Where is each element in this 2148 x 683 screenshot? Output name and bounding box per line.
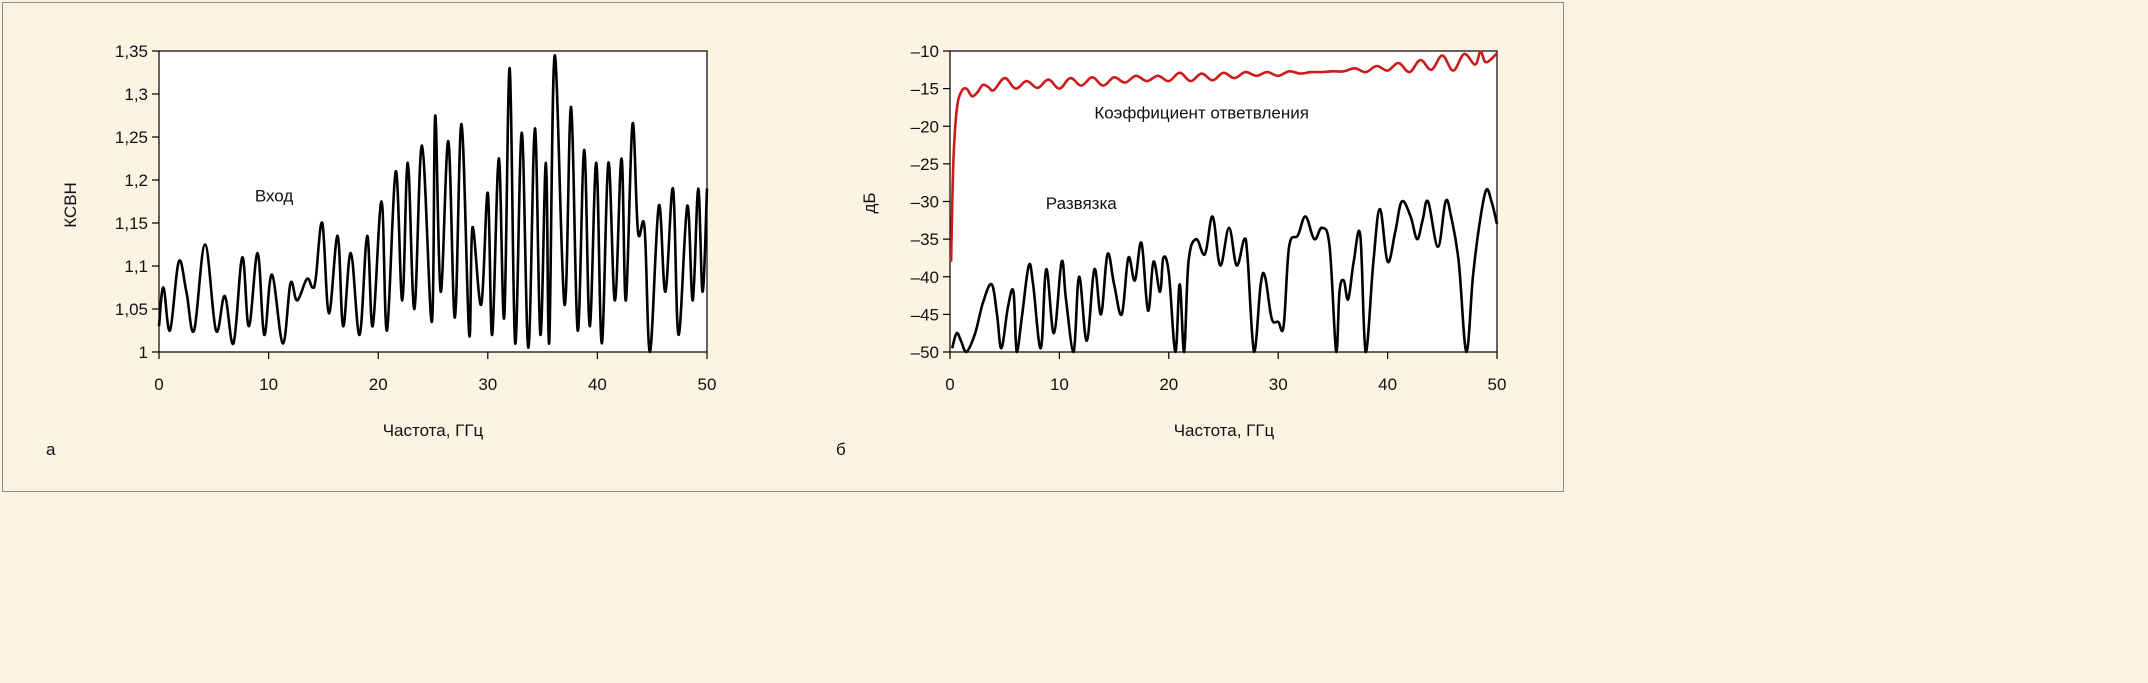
panel-a-label: а <box>46 440 56 459</box>
panel-b-annotation: Развязка <box>1046 194 1117 213</box>
panel-a-y-tick-label: 1,15 <box>115 214 148 233</box>
panel-b-x-tick-label: 40 <box>1378 375 1397 394</box>
panel-b-y-tick-label: –45 <box>911 305 939 324</box>
panel-b-y-axis-label: дБ <box>860 192 879 213</box>
panel-b-x-axis-label: Частота, ГГц <box>1174 421 1275 440</box>
panel-b-plot-area <box>949 50 1498 353</box>
panel-b-x-tick-label: 0 <box>945 375 954 394</box>
panel-a-y-tick-label: 1,2 <box>124 171 148 190</box>
panel-a-x-axis-label: Частота, ГГц <box>383 421 484 440</box>
panel-b-annotation: Коэффициент ответвления <box>1094 104 1309 123</box>
panel-b-y-tick-label: –20 <box>911 117 939 136</box>
panel-a-y-tick-label: 1 <box>139 343 148 362</box>
panel-b-y-tick-label: –15 <box>911 80 939 99</box>
panel-a-x-tick-label: 40 <box>588 375 607 394</box>
panel-b-label: б <box>836 440 846 459</box>
panel-b-annotations: Коэффициент ответвления Развязка <box>1046 104 1309 213</box>
figure-canvas: 1 1,05 1,1 1,15 1,2 1,25 1,3 1,35 0 10 20 30 40 50 В… <box>46 42 1506 459</box>
panel-b-x-tick-label: 20 <box>1159 375 1178 394</box>
panel-b-y-tick-label: –30 <box>911 193 939 212</box>
panel-a-x-tick-label: 30 <box>478 375 497 394</box>
panel-a-x-tick-label: 50 <box>698 375 717 394</box>
panel-a-y-tick-label: 1,25 <box>115 128 148 147</box>
panel-a-x-tick-label: 20 <box>369 375 388 394</box>
panel-b-x-tick-label: 50 <box>1488 375 1507 394</box>
panel-a-x-tick-label: 0 <box>154 375 163 394</box>
panel-b-series-line-1 <box>950 187 1499 354</box>
panel-b-y-axis: –50 –45 –40 –35 –30 –25 –20 –15 –10 <box>911 42 950 362</box>
panel-b-series-line-0 <box>949 50 1498 262</box>
panel-a-y-axis-label: КСВН <box>61 182 80 228</box>
panel-a-series-line-0 <box>157 53 709 354</box>
panel-a-chart: 1 1,05 1,1 1,15 1,2 1,25 1,3 1,35 0 10 20 30 40 50 В… <box>46 42 716 459</box>
panel-a-x-tick-label: 10 <box>259 375 278 394</box>
panel-b-chart: –50–45–40–35–30–25–20–15–10 0 10 20 30 40 50 … <box>836 42 1506 459</box>
panel-a-y-tick-label: 1,35 <box>115 42 148 61</box>
panel-b-series <box>949 50 1499 354</box>
panel-a-y-tick-label: 1,3 <box>124 85 148 104</box>
figure-frame <box>2 2 1564 492</box>
panel-a-y-axis: 1 1,05 1,1 1,15 1,2 1,25 1,3 1,35 <box>115 42 159 362</box>
panel-b-y-tick-label: –50 <box>911 343 939 362</box>
panel-a-y-tick-label: 1,1 <box>124 257 148 276</box>
panel-b-x-tick-label: 30 <box>1269 375 1288 394</box>
panel-b-y-tick-label: –35 <box>911 230 939 249</box>
panel-b-y-tick-label: –25 <box>911 155 939 174</box>
panel-b-x-tick-label: 10 <box>1050 375 1069 394</box>
panel-a-y-tick-label: 1,05 <box>115 300 148 319</box>
panel-b-y-tick-label: –10 <box>911 42 939 61</box>
panel-b-y-tick-label: –40 <box>911 268 939 287</box>
panel-a-annotations: Вход <box>255 187 294 206</box>
panel-a-annotation: Вход <box>255 187 294 206</box>
panel-a-x-axis: 0 10 20 30 40 50 <box>154 352 716 394</box>
panel-b-x-axis: 0 10 20 30 40 50 <box>945 352 1506 394</box>
panel-a-series <box>157 53 709 354</box>
